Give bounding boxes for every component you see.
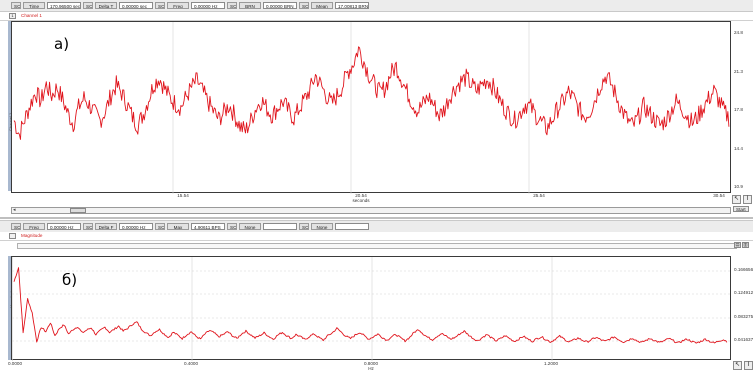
measurement-value bbox=[335, 223, 369, 230]
measurement-toolbar-fft: SC Freq 0.00000 Hz SC Delta F 0.00000 Hz SC Max… bbox=[0, 220, 753, 233]
sc-button[interactable]: SC bbox=[299, 2, 309, 9]
sc-button[interactable]: SC bbox=[83, 2, 93, 9]
measurement-label[interactable]: Freq bbox=[23, 223, 45, 230]
right-tick-label: 24.8 bbox=[734, 30, 743, 35]
channel-bar-1: 1 Channel 1 bbox=[0, 12, 753, 21]
scroll-left-icon[interactable]: ◂ bbox=[13, 207, 16, 213]
x-tick-label: 1.2000 bbox=[543, 361, 559, 366]
measurement-value: 0.00000 Hz bbox=[191, 2, 225, 9]
measurement-label[interactable]: Freq bbox=[167, 2, 189, 9]
measurement-value: 0.00000 BRN bbox=[263, 2, 297, 9]
list-view-icon[interactable]: ▥ bbox=[742, 242, 749, 248]
pointer-icon[interactable]: ↖ bbox=[732, 195, 741, 204]
measurement-label[interactable]: Max bbox=[167, 223, 189, 230]
time-plot-area[interactable] bbox=[11, 21, 731, 194]
signal-line bbox=[13, 267, 728, 344]
fft-magnitude-chart bbox=[12, 257, 732, 361]
measurement-label[interactable]: Time bbox=[23, 2, 45, 9]
signal-line bbox=[13, 46, 730, 140]
right-tick-label: 0.124912 bbox=[734, 290, 753, 296]
sc-button[interactable]: SC bbox=[299, 223, 309, 230]
magnitude-label: Magnitude bbox=[21, 233, 43, 238]
channel-button[interactable]: 1 bbox=[9, 13, 16, 19]
measurement-value: 0.00000 sec bbox=[119, 2, 153, 9]
x-tick-label: 25.54 bbox=[533, 193, 545, 198]
start-button[interactable]: Start bbox=[733, 206, 749, 212]
x-tick-label: 0.8000 bbox=[363, 361, 379, 366]
panel-marker-b: б) bbox=[62, 271, 78, 289]
channel-bar-2: Magnitude bbox=[0, 232, 753, 241]
measurement-value: 170.96500 sec bbox=[47, 2, 81, 9]
sc-button[interactable]: SC bbox=[11, 223, 21, 230]
sc-button[interactable]: SC bbox=[11, 2, 21, 9]
x-axis-unit: Hz bbox=[368, 366, 374, 371]
panel-edge-left-2 bbox=[8, 256, 11, 360]
x-axis-unit: seconds bbox=[352, 198, 370, 203]
ibeam-icon-2[interactable]: I bbox=[744, 361, 753, 370]
channel-label: Channel 1 bbox=[21, 13, 42, 18]
fft-panel: Magnitude б) 0.1666560.1249120.0832750.0… bbox=[0, 256, 753, 376]
ibeam-icon[interactable]: I bbox=[743, 195, 752, 204]
x-tick-label: 0.4000 bbox=[183, 361, 199, 366]
measurement-value: 4.90611 BPS bbox=[191, 223, 225, 230]
sc-button[interactable]: SC bbox=[227, 2, 237, 9]
measurement-value: 0.00000 Hz bbox=[47, 223, 81, 230]
sc-button[interactable]: SC bbox=[155, 2, 165, 9]
x-axis-ticks: 15.54 20.54 25.54 30.54 seconds bbox=[11, 193, 731, 205]
panel-divider bbox=[0, 217, 753, 219]
measurement-toolbar-top: SC Time 170.96500 sec SC Delta T 0.00000 sec S… bbox=[0, 0, 753, 12]
sc-button[interactable]: SC bbox=[227, 223, 237, 230]
measurement-label[interactable]: Delta F bbox=[95, 223, 117, 230]
view-buttons: ▤ ▥ bbox=[733, 242, 749, 248]
channel-1-panel: Channel 1 а) 24.821.317.814.410.9 15.542… bbox=[0, 21, 753, 221]
sc-button[interactable]: SC bbox=[155, 223, 165, 230]
measurement-value bbox=[263, 223, 297, 230]
right-tick-label: 17.8 bbox=[734, 107, 743, 112]
right-tick-label: 0.041637 bbox=[734, 337, 753, 342]
measurement-value: 0.00000 Hz bbox=[119, 223, 153, 230]
right-axis-ticks: 24.8 21.3 17.8 14.4 10.9 bbox=[734, 21, 753, 193]
measurement-label[interactable]: None bbox=[239, 223, 261, 230]
panel-edge-left bbox=[8, 21, 11, 191]
right-tick-label: 0.083275 bbox=[734, 313, 753, 319]
pointer-icon-2[interactable]: ↖ bbox=[733, 361, 742, 370]
x-tick-label: 20.54 bbox=[355, 193, 367, 198]
right-tick-label: 10.9 bbox=[734, 184, 743, 189]
measurement-value: 17.00813 BRN bbox=[335, 2, 369, 9]
fft-plot-area[interactable] bbox=[11, 256, 732, 361]
measurement-label[interactable]: Delta T bbox=[95, 2, 117, 9]
measurement-label[interactable]: BRN bbox=[239, 2, 261, 9]
x-tick-label: 15.54 bbox=[177, 193, 189, 198]
right-tick-label: 21.3 bbox=[734, 68, 743, 74]
grid-view-icon[interactable]: ▤ bbox=[734, 242, 741, 248]
fft-right-axis-ticks: 0.166656 0.124912 0.083275 0.041637 bbox=[734, 256, 753, 360]
measurement-label[interactable]: None bbox=[311, 223, 333, 230]
sc-button[interactable]: SC bbox=[83, 223, 93, 230]
fft-x-axis-ticks: 0.0000 0.4000 0.8000 1.2000 Hz bbox=[7, 361, 731, 375]
channel-toggle-button[interactable] bbox=[9, 233, 16, 239]
x-tick-label: 30.54 bbox=[713, 193, 725, 198]
fft-overview-bar[interactable] bbox=[17, 243, 737, 249]
right-tick-label: 14.4 bbox=[734, 145, 743, 151]
scroll-thumb[interactable] bbox=[70, 208, 86, 213]
measurement-label[interactable]: Mean bbox=[311, 2, 333, 9]
time-scrollbar[interactable]: ◂ bbox=[11, 207, 731, 214]
panel-marker-a: а) bbox=[54, 35, 70, 53]
x-tick-label: 0.0000 bbox=[7, 361, 23, 366]
time-signal-chart bbox=[13, 22, 730, 194]
right-tick-label: 0.166656 bbox=[734, 267, 753, 272]
